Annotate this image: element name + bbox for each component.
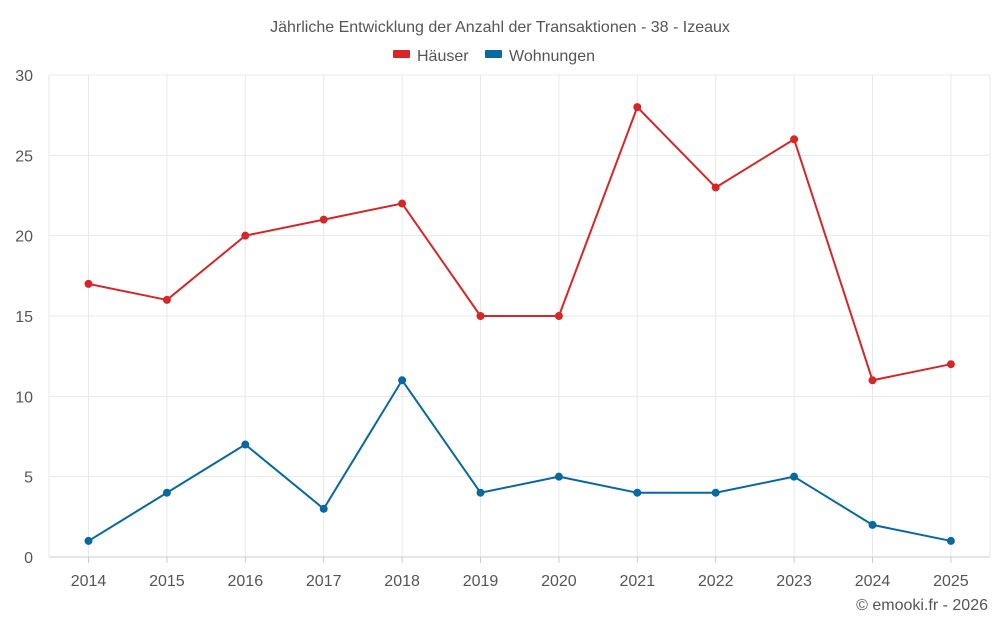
data-point-haeuser[interactable] bbox=[162, 295, 171, 304]
data-point-wohnungen[interactable] bbox=[946, 536, 955, 545]
data-point-haeuser[interactable] bbox=[633, 103, 642, 112]
x-tick-label: 2023 bbox=[776, 573, 812, 590]
data-point-haeuser[interactable] bbox=[84, 279, 93, 288]
data-point-haeuser[interactable] bbox=[711, 183, 720, 192]
legend-label-wohnungen[interactable]: Wohnungen bbox=[509, 48, 595, 65]
data-point-wohnungen[interactable] bbox=[319, 504, 328, 513]
data-point-wohnungen[interactable] bbox=[398, 376, 407, 385]
y-tick-label: 5 bbox=[24, 470, 33, 487]
x-tick-label: 2022 bbox=[698, 573, 734, 590]
x-tick-label: 2016 bbox=[228, 573, 264, 590]
data-point-wohnungen[interactable] bbox=[162, 488, 171, 497]
y-tick-label: 20 bbox=[15, 229, 33, 246]
data-point-haeuser[interactable] bbox=[790, 135, 799, 144]
x-tick-label: 2025 bbox=[933, 573, 969, 590]
legend: Häuser Wohnungen bbox=[393, 48, 595, 65]
x-tick-label: 2021 bbox=[620, 573, 656, 590]
x-tick-label: 2019 bbox=[463, 573, 499, 590]
data-point-wohnungen[interactable] bbox=[633, 488, 642, 497]
x-tick-label: 2015 bbox=[149, 573, 185, 590]
legend-swatch-wohnungen bbox=[485, 50, 502, 58]
legend-label-haeuser[interactable]: Häuser bbox=[417, 48, 469, 65]
data-point-wohnungen[interactable] bbox=[554, 472, 563, 481]
y-tick-label: 10 bbox=[15, 389, 33, 406]
data-point-haeuser[interactable] bbox=[868, 376, 877, 385]
series-line-wohnungen bbox=[87, 379, 952, 542]
x-tick-label: 2018 bbox=[384, 573, 420, 590]
data-point-wohnungen[interactable] bbox=[84, 536, 93, 545]
series bbox=[84, 103, 955, 545]
chart-title: Jährliche Entwicklung der Anzahl der Tra… bbox=[270, 19, 730, 36]
y-tick-label: 0 bbox=[24, 550, 33, 567]
x-tick-label: 2024 bbox=[855, 573, 891, 590]
x-tick-label: 2014 bbox=[71, 573, 107, 590]
y-tick-label: 15 bbox=[15, 309, 33, 326]
y-tick-label: 25 bbox=[15, 148, 33, 165]
data-point-wohnungen[interactable] bbox=[476, 488, 485, 497]
data-point-haeuser[interactable] bbox=[946, 360, 955, 369]
data-point-wohnungen[interactable] bbox=[868, 520, 877, 529]
data-point-wohnungen[interactable] bbox=[241, 440, 250, 449]
data-point-wohnungen[interactable] bbox=[711, 488, 720, 497]
data-point-haeuser[interactable] bbox=[241, 231, 250, 240]
credit-text: © emooki.fr - 2026 bbox=[856, 597, 988, 614]
data-point-wohnungen[interactable] bbox=[790, 472, 799, 481]
x-tick-label: 2017 bbox=[306, 573, 342, 590]
data-point-haeuser[interactable] bbox=[476, 312, 485, 320]
legend-swatch-haeuser bbox=[393, 50, 410, 58]
data-point-haeuser[interactable] bbox=[398, 199, 407, 208]
x-tick-label: 2020 bbox=[541, 573, 577, 590]
data-point-haeuser[interactable] bbox=[554, 312, 563, 320]
data-point-haeuser[interactable] bbox=[319, 215, 328, 224]
y-tick-label: 30 bbox=[15, 68, 33, 85]
series-line-haeuser bbox=[88, 106, 952, 382]
